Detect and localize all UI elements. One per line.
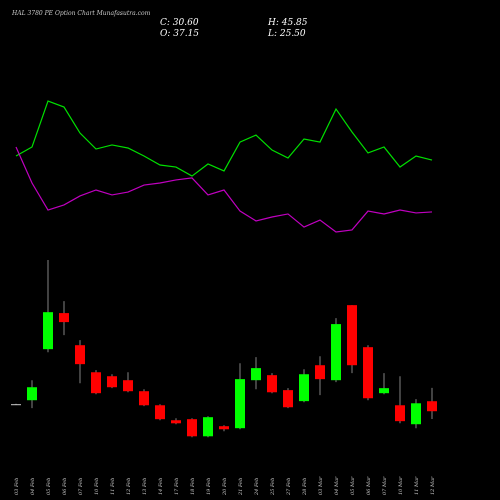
indicator-line [15,100,433,177]
candle-body [11,404,21,406]
x-tick-label: 13 Feb [142,478,148,495]
x-tick-label: 12 Mar [430,476,436,495]
candle-body [283,390,293,408]
candle-body [139,391,149,406]
x-tick-label: 06 Feb [62,478,68,495]
x-tick-label: 25 Feb [270,478,276,496]
candle-body [411,403,421,425]
candle-body [187,419,197,437]
open-label: O: 37.15 [160,29,199,39]
x-tick-label: 17 Feb [174,478,180,495]
x-tick-label: 04 Mar [334,476,340,495]
indicator-line [15,146,433,233]
candle-body [379,388,389,394]
candle-body [123,380,133,392]
candle-body [91,372,101,394]
candle-body [363,347,373,399]
x-tick-label: 11 Feb [110,478,116,495]
candle-body [59,313,69,323]
high-label: H: 45.85 [267,18,308,28]
x-tick-label: 24 Feb [254,478,260,496]
x-tick-label: 11 Mar [414,476,420,495]
close-label: C: 30.60 [160,18,199,28]
candle-body [155,405,165,420]
candle-body [235,379,245,429]
x-tick-label: 28 Feb [302,478,308,496]
candle-body [395,405,405,422]
x-tick-label: 05 Feb [46,478,52,495]
candle-body [251,368,261,381]
x-tick-label: 03 Feb [14,478,20,495]
x-tick-label: 19 Feb [206,478,212,495]
candle-body [171,420,181,424]
candle-body [203,417,213,437]
candle-body [43,312,53,350]
x-tick-label: 14 Feb [158,478,164,495]
candle-body [107,376,117,388]
candle-body [75,345,85,365]
x-tick-label: 06 Mar [366,476,372,495]
x-tick-label: 18 Feb [190,478,196,495]
x-tick-label: 03 Mar [318,476,324,495]
x-tick-label: 04 Feb [30,478,36,495]
candle-body [219,426,229,430]
candle-body [27,387,37,401]
x-tick-label: 10 Mar [398,476,404,495]
x-tick-label: 05 Mar [350,476,356,495]
x-tick-label: 21 Feb [238,478,244,496]
candle-body [331,324,341,381]
x-tick-label: 07 Mar [382,476,388,495]
chart-title: HAL 3780 PE Option Chart Munafasutra.com [11,10,151,17]
candle-body [299,374,309,402]
candle-body [267,375,277,393]
candle-body [347,305,357,366]
candle-body [427,401,437,412]
x-tick-label: 10 Feb [94,478,100,495]
low-label: L: 25.50 [267,29,306,39]
candle-body [315,365,325,380]
x-tick-label: 07 Feb [78,478,84,495]
x-tick-label: 27 Feb [286,478,292,496]
x-tick-label: 12 Feb [126,478,132,495]
x-tick-label: 20 Feb [222,478,228,496]
